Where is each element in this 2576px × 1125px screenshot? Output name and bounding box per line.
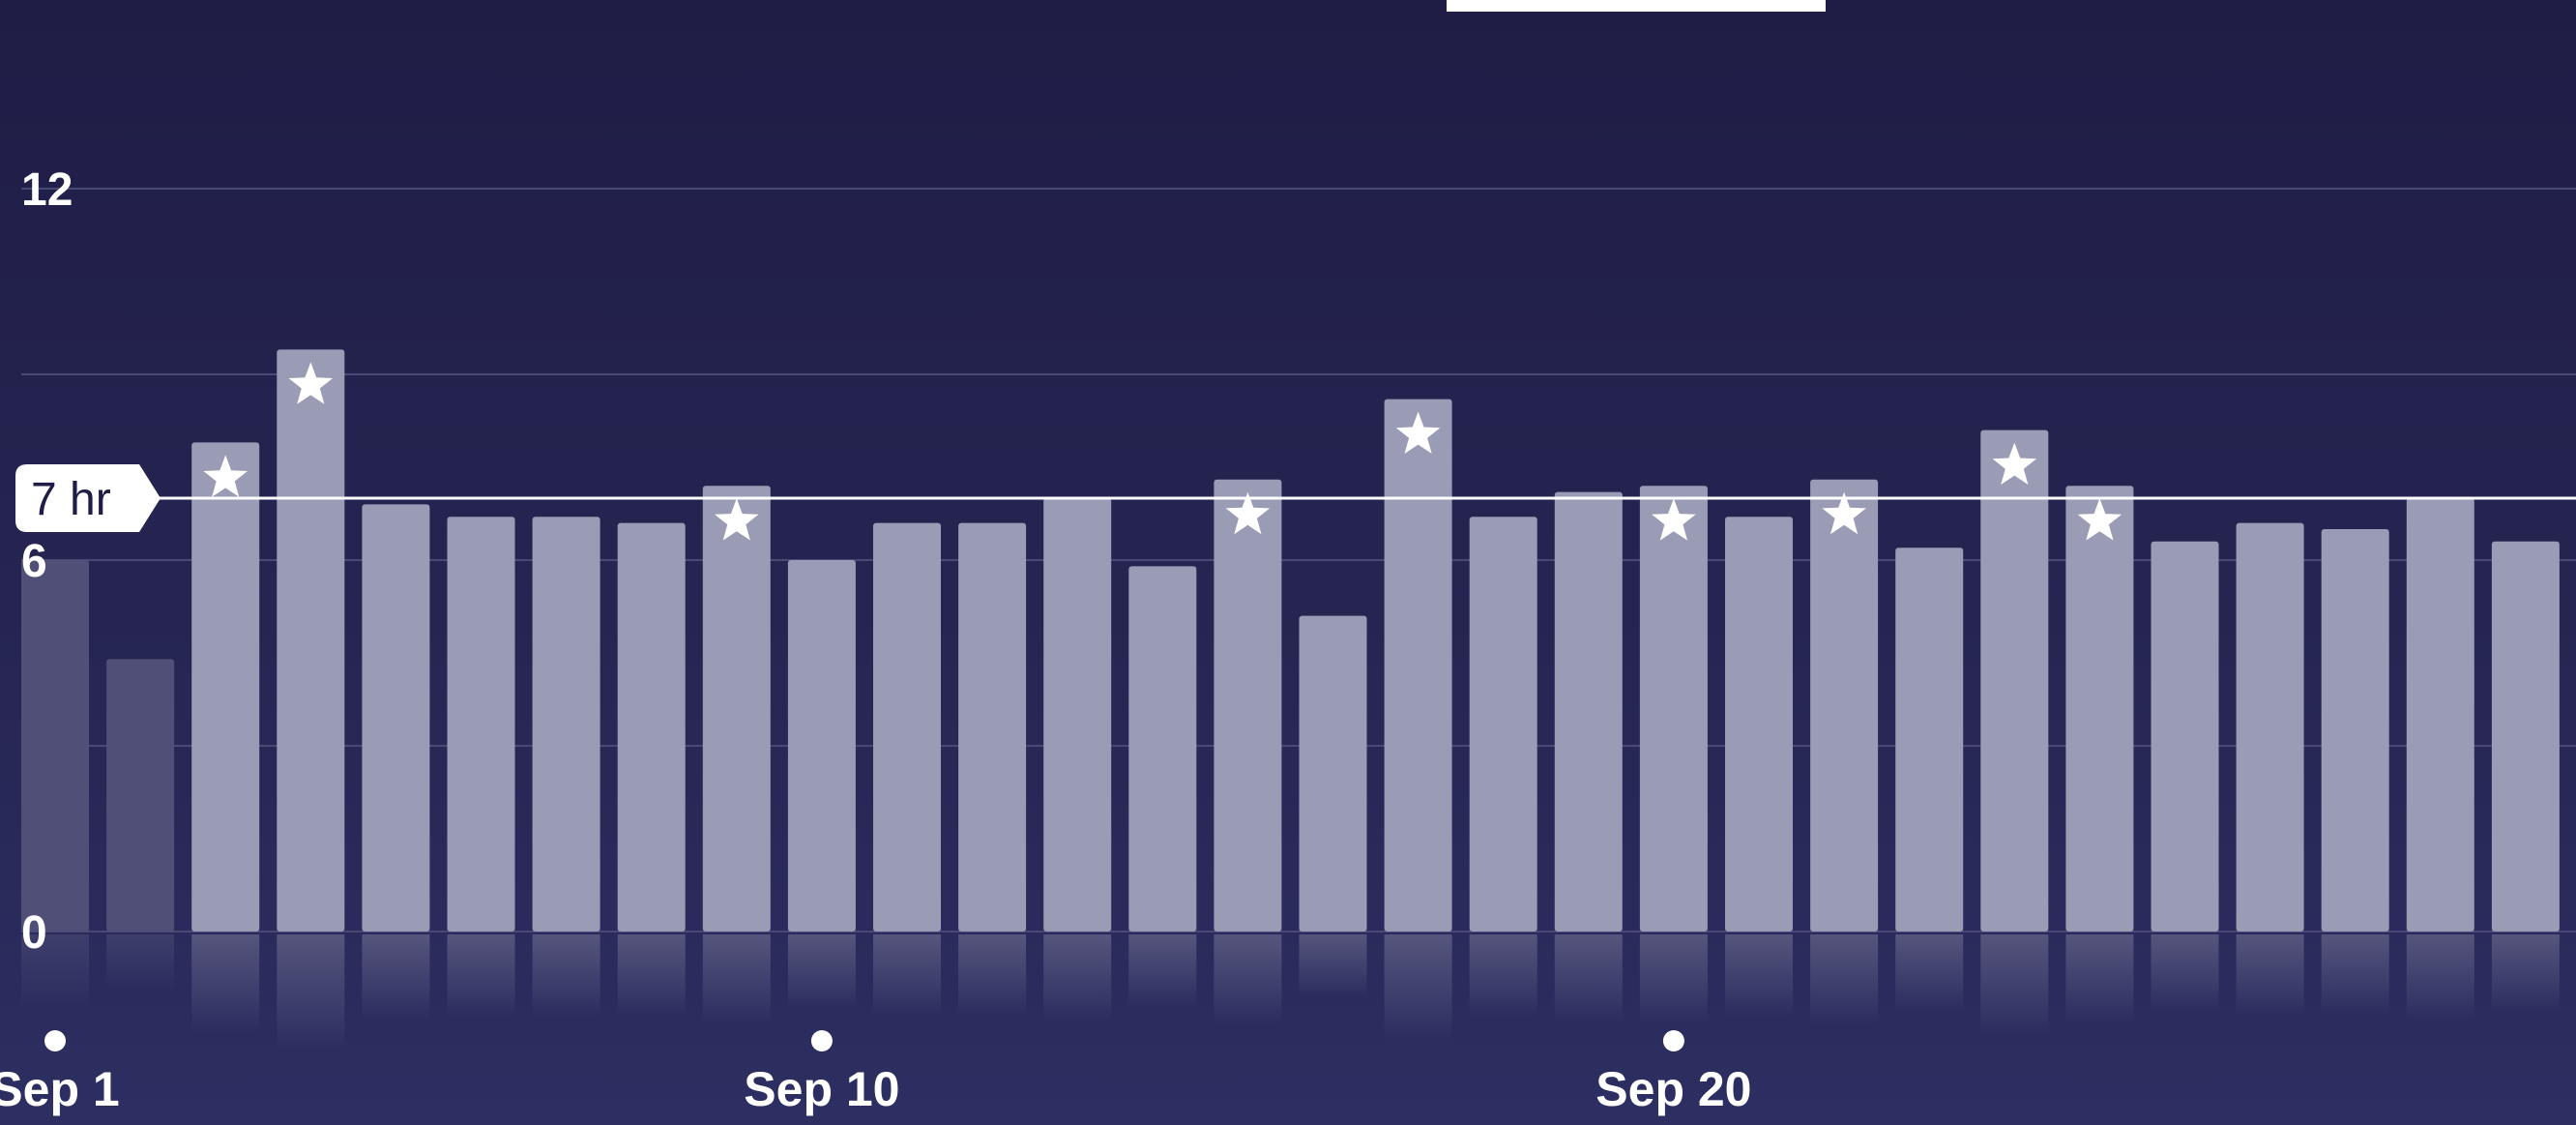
- bar-reflection: [1725, 934, 1793, 1018]
- goal-stars: [203, 362, 2122, 541]
- bar-reflection: [702, 934, 771, 1024]
- bar: [1469, 517, 1537, 932]
- bar-reflection: [1043, 934, 1112, 1021]
- x-axis: Sep 1 Sep 10 Sep 20: [0, 1030, 1752, 1116]
- star-icon: [1992, 442, 2037, 485]
- gridlines: [21, 188, 2576, 933]
- selected-period-indicator: [1447, 0, 1826, 12]
- bar-reflection: [2236, 934, 2304, 1017]
- bar: [447, 517, 515, 932]
- star-icon: [1395, 411, 1441, 454]
- bar-reflection: [2151, 934, 2219, 1013]
- bar-reflection: [1639, 934, 1708, 1024]
- star-icon: [203, 455, 248, 497]
- bar: [106, 659, 175, 932]
- bar: [532, 517, 600, 932]
- bar-reflection: [532, 934, 600, 1018]
- bar: [1895, 548, 1964, 932]
- bar-reflection: [958, 934, 1027, 1017]
- bar: [1043, 498, 1112, 932]
- x-axis-label: Sep 20: [1595, 1062, 1751, 1116]
- bar: [277, 349, 345, 932]
- bar-reflection: [1384, 934, 1452, 1042]
- x-axis-label: Sep 1: [0, 1062, 120, 1116]
- bar-reflection: [617, 934, 686, 1017]
- bar: [2491, 541, 2560, 932]
- bar: [958, 522, 1027, 932]
- bar: [2321, 529, 2389, 932]
- bar-reflections: [21, 934, 2560, 1051]
- bar: [21, 560, 89, 932]
- dot-icon: [44, 1030, 66, 1051]
- bar: [1299, 615, 1367, 932]
- bar: [1214, 479, 1282, 932]
- goal-label: 7 hr: [31, 474, 111, 525]
- bar: [2236, 522, 2304, 932]
- bar: [1810, 479, 1879, 932]
- bar: [1725, 517, 1793, 932]
- bar: [1980, 429, 2049, 933]
- dot-icon: [810, 1030, 833, 1051]
- star-icon: [2077, 498, 2122, 541]
- y-tick-label: 12: [21, 164, 73, 216]
- bar-reflection: [362, 934, 430, 1021]
- y-tick-label: 0: [21, 907, 47, 959]
- goal-label-badge: [15, 464, 161, 532]
- bar-reflection: [1214, 934, 1282, 1025]
- bar-reflection: [1469, 934, 1537, 1018]
- bar-reflection: [787, 934, 856, 1009]
- goal-line-group: 7 hr: [15, 464, 2576, 532]
- bar-reflection: [1980, 934, 2049, 1035]
- bar: [2406, 498, 2474, 932]
- bar-reflection: [2491, 934, 2560, 1013]
- dot-icon: [1662, 1030, 1684, 1051]
- bar-reflection: [1554, 934, 1623, 1022]
- star-icon: [288, 362, 334, 404]
- bar: [1384, 399, 1452, 933]
- star-icon: [1225, 491, 1271, 535]
- bar-reflection: [277, 934, 345, 1051]
- bar: [191, 442, 260, 932]
- bars: [21, 349, 2560, 933]
- bar: [617, 522, 686, 932]
- bar-reflection: [1299, 934, 1367, 998]
- star-icon: [715, 498, 759, 541]
- bar: [1554, 491, 1623, 932]
- bar-reflection: [21, 934, 89, 1009]
- bar: [1128, 566, 1197, 932]
- bar-reflection: [2406, 934, 2474, 1021]
- bar-reflection: [106, 934, 175, 990]
- bar-reflection: [1810, 934, 1879, 1025]
- y-tick-label: 6: [21, 536, 47, 587]
- bar: [873, 522, 941, 932]
- bar-reflection: [1128, 934, 1197, 1008]
- bar: [1639, 486, 1708, 932]
- bar: [787, 560, 856, 932]
- bar-reflection: [1895, 934, 1964, 1012]
- star-icon: [1822, 491, 1866, 535]
- bar: [2151, 541, 2219, 932]
- bar-reflection: [447, 934, 515, 1018]
- y-axis-ticks: 0 6 12: [21, 164, 73, 959]
- bar-reflection: [2065, 934, 2134, 1024]
- bar-reflection: [191, 934, 260, 1033]
- bar-reflection: [2321, 934, 2389, 1016]
- star-icon: [1652, 498, 1696, 541]
- bar: [2065, 486, 2134, 932]
- x-axis-label: Sep 10: [744, 1062, 899, 1116]
- bar: [702, 486, 771, 932]
- bar-reflection: [873, 934, 941, 1017]
- bar: [362, 504, 430, 932]
